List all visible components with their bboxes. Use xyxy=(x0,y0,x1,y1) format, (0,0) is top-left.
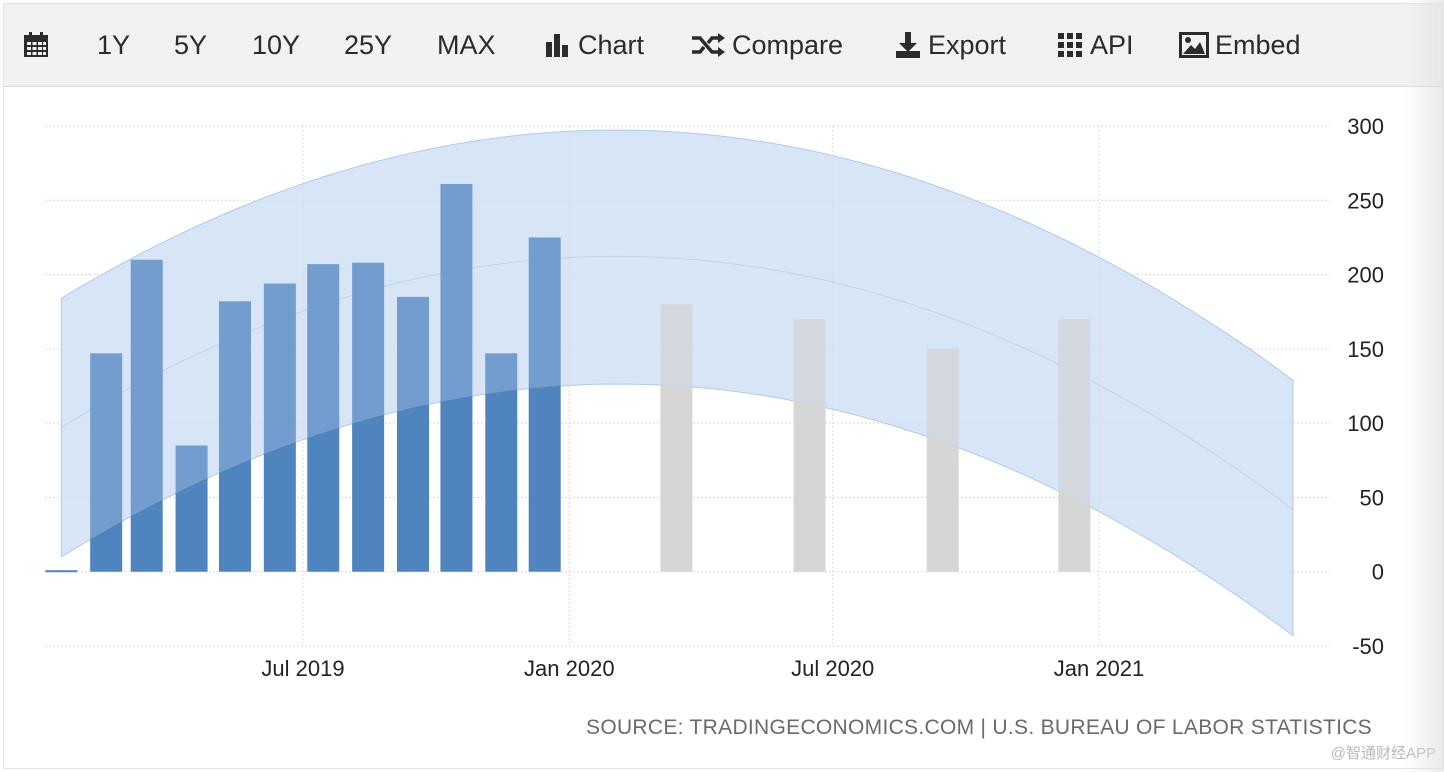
bar-chart-icon xyxy=(544,32,572,58)
actual-bar xyxy=(90,353,123,572)
y-tick-label: 150 xyxy=(1347,337,1384,362)
y-tick-label: 250 xyxy=(1347,188,1384,213)
right-edge-shadow xyxy=(1404,0,1444,772)
actual-bar xyxy=(307,264,340,572)
actual-bar xyxy=(440,183,473,572)
y-tick-label: 50 xyxy=(1360,485,1384,510)
embed-button[interactable]: Embed xyxy=(1179,4,1301,86)
y-tick-label: -50 xyxy=(1352,634,1384,659)
forecast-bar xyxy=(926,348,959,572)
range-5y-button[interactable]: 5Y xyxy=(174,29,208,60)
chart-button-label: Chart xyxy=(578,29,645,60)
actual-bar xyxy=(175,445,208,572)
actual-bar xyxy=(130,259,163,572)
x-tick-label: Jul 2019 xyxy=(261,656,344,681)
forecast-bar xyxy=(793,319,826,572)
actual-bar xyxy=(218,301,251,572)
actual-bar xyxy=(396,296,429,572)
y-tick-label: 0 xyxy=(1372,560,1384,585)
actual-bar xyxy=(45,570,78,573)
api-button[interactable]: API xyxy=(1056,4,1134,86)
y-tick-label: 200 xyxy=(1347,263,1384,288)
actual-bar xyxy=(528,237,561,572)
y-tick-label: 100 xyxy=(1347,411,1384,436)
actual-bar xyxy=(263,283,296,572)
grid-icon xyxy=(1056,31,1084,59)
shuffle-icon xyxy=(690,32,726,58)
source-caption: SOURCE: TRADINGECONOMICS.COM | U.S. BURE… xyxy=(586,716,1372,739)
export-button-label: Export xyxy=(928,29,1007,60)
range-1y-button[interactable]: 1Y xyxy=(97,29,131,60)
image-icon xyxy=(1179,32,1209,58)
range-max-button[interactable]: MAX xyxy=(437,29,496,60)
chart-button[interactable]: Chart xyxy=(544,4,644,86)
export-button[interactable]: Export xyxy=(894,4,1006,86)
y-tick-label: 300 xyxy=(1347,114,1384,139)
compare-button[interactable]: Compare xyxy=(690,4,843,86)
forecast-bar xyxy=(1058,319,1091,572)
actual-bar xyxy=(352,262,385,572)
calendar-icon[interactable] xyxy=(22,4,50,86)
toolbar: 1Y 5Y 10Y 25Y MAX Chart Compare Export A… xyxy=(4,4,1442,87)
calendar-icon-glyph xyxy=(24,32,48,57)
x-tick-label: Jan 2020 xyxy=(524,656,615,681)
actual-bar xyxy=(485,353,518,572)
range-25y-button[interactable]: 25Y xyxy=(344,29,393,60)
x-tick-label: Jan 2021 xyxy=(1054,656,1145,681)
compare-button-label: Compare xyxy=(732,29,844,60)
download-icon xyxy=(894,31,922,59)
range-10y-button[interactable]: 10Y xyxy=(252,29,301,60)
embed-button-label: Embed xyxy=(1215,29,1301,60)
api-button-label: API xyxy=(1090,29,1134,60)
forecast-bar xyxy=(660,304,693,572)
x-tick-label: Jul 2020 xyxy=(791,656,874,681)
forecast-band-overlay xyxy=(61,130,1293,636)
